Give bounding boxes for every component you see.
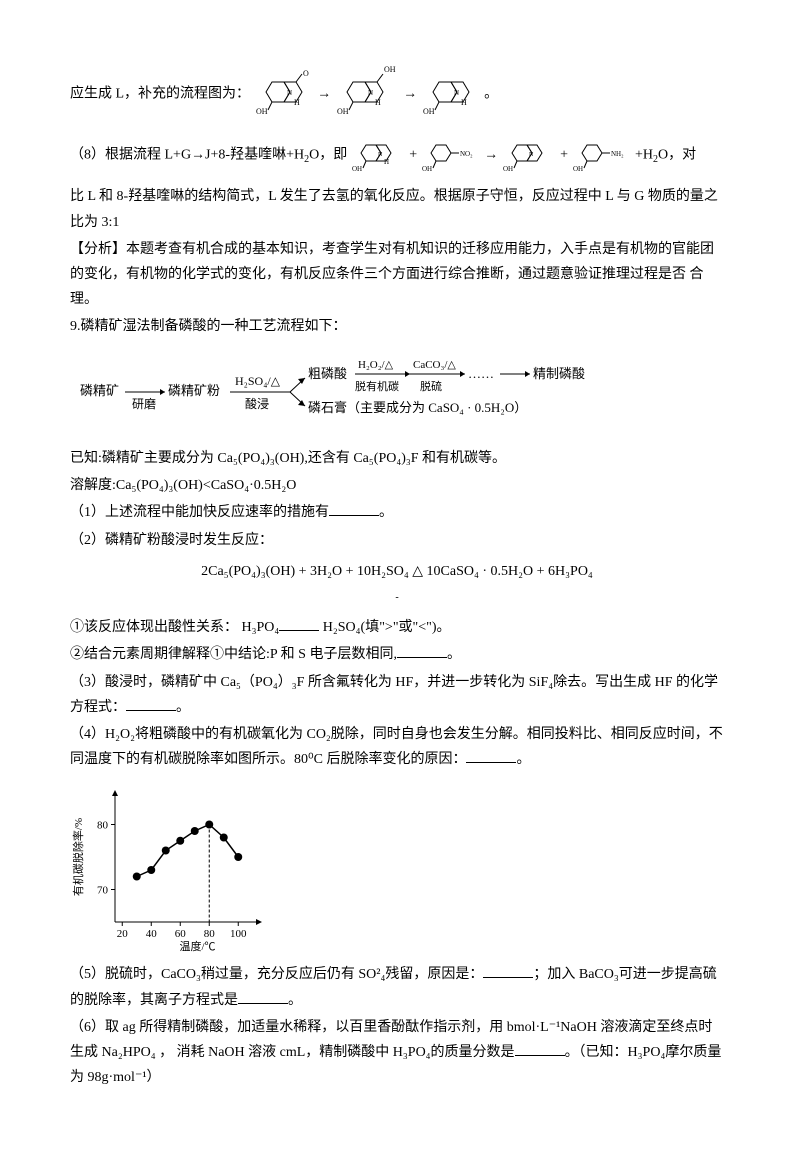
p1-text: 应生成 L，补充的流程图为： — [70, 86, 250, 101]
svg-text:H₂SO₄/△: H₂SO₄/△ — [235, 374, 281, 388]
paragraph-14: （5）脱硫时，CaCO₃稍过量，充分反应后仍有 SO²₄残留，原因是：；加入 B… — [70, 962, 724, 1012]
paragraph-1: 应生成 L，补充的流程图为： O OH H N → OH OH H N — [70, 62, 724, 126]
svg-text:80: 80 — [204, 928, 216, 940]
svg-text:研磨: 研磨 — [132, 397, 156, 411]
svg-text:温度/℃: 温度/℃ — [179, 939, 215, 952]
svg-text:H: H — [294, 98, 300, 107]
blank-3 — [397, 643, 447, 658]
plus-1: + — [409, 148, 420, 163]
svg-text:100: 100 — [230, 928, 247, 940]
paragraph-10: ①该反应体现出酸性关系： H₃PO₄ H₂SO₄(填">"或"<")。 — [70, 615, 724, 640]
svg-text:OH: OH — [256, 107, 268, 116]
svg-text:70: 70 — [97, 885, 109, 897]
p1-end: 。 — [484, 86, 498, 101]
p2-end: O，对 — [658, 148, 696, 163]
paragraph-6: 已知:磷精矿主要成分为 Ca₅(PO₄)₃(OH),还含有 Ca₅(PO₄)₃F… — [70, 446, 724, 471]
svg-text:H₂O₂/△: H₂O₂/△ — [358, 359, 394, 371]
svg-text:20: 20 — [117, 928, 129, 940]
svg-text:磷石膏（主要成分为 CaSO₄ · 0.5H₂O）: 磷石膏（主要成分为 CaSO₄ · 0.5H₂O） — [308, 400, 527, 415]
svg-text:……: …… — [468, 366, 494, 381]
p11-end: 。 — [447, 647, 461, 662]
molecule-4: OH H N — [351, 128, 406, 182]
svg-text:H: H — [375, 98, 381, 107]
svg-text:N: N — [368, 89, 373, 97]
blank-6 — [483, 963, 533, 978]
molecule-2: OH OH H N — [335, 62, 400, 126]
eq1-text: 2Ca₅(PO₄)₃(OH) + 3H₂O + 10H₂SO₄ △ 10CaSO… — [201, 564, 593, 579]
p2-mid1: O，即 — [309, 148, 351, 163]
carbon-removal-chart: 204060801007080温度/℃有机碳脱除率/% — [70, 782, 270, 952]
paragraph-4: 【分析】本题考查有机合成的基本知识，考查学生对有机知识的迁移应用能力，入手点是有… — [70, 237, 724, 313]
paragraph-7: 溶解度:Ca₅(PO₄)₃(OH)<CaSO₄·0.5H₂O — [70, 473, 724, 498]
svg-text:OH: OH — [423, 107, 435, 116]
p12-end: 。 — [176, 700, 190, 715]
svg-text:N: N — [287, 89, 292, 97]
svg-text:OH: OH — [422, 165, 432, 171]
svg-text:H: H — [461, 98, 467, 107]
blank-2 — [279, 616, 319, 631]
arrow-1: → — [317, 86, 331, 101]
svg-text:NH₂: NH₂ — [611, 150, 624, 158]
svg-text:有机碳脱除率/%: 有机碳脱除率/% — [71, 818, 85, 896]
p2-prefix: （8）根据流程 L+G→J+8-羟基喹啉+H — [70, 148, 304, 163]
p8-text: （1）上述流程中能加快反应速率的措施有 — [70, 505, 329, 520]
svg-text:CaCO₃/△: CaCO₃/△ — [413, 359, 456, 371]
flow-node-1: 磷精矿 — [80, 383, 119, 398]
blank-8 — [515, 1041, 565, 1056]
svg-text:OH: OH — [384, 65, 396, 74]
svg-text:精制磷酸: 精制磷酸 — [533, 366, 585, 381]
molecule-6: OH N — [502, 128, 557, 182]
blank-7 — [238, 989, 288, 1004]
paragraph-8: （1）上述流程中能加快反应速率的措施有 。 — [70, 500, 724, 525]
svg-text:N: N — [378, 152, 383, 158]
paragraph-5: 9.磷精矿湿法制备磷酸的一种工艺流程如下： — [70, 314, 724, 339]
p14-text: （5）脱硫时，CaCO₃稍过量，充分反应后仍有 SO²₄残留，原因是： — [70, 967, 483, 982]
paragraph-12: （3）酸浸时，磷精矿中 Ca₅（PO₄）₃F 所含氟转化为 HF，并进一步转化为… — [70, 670, 724, 720]
p10a: ①该反应体现出酸性关系： H₃PO₄ — [70, 620, 279, 635]
molecule-1: O OH H N — [254, 62, 314, 126]
p8-end: 。 — [379, 505, 393, 520]
eq1-sub: - — [395, 592, 398, 603]
p2-suffix: +H — [635, 148, 653, 163]
svg-text:磷精矿粉: 磷精矿粉 — [168, 383, 220, 398]
arrow-3: → — [484, 148, 502, 163]
blank-4 — [126, 696, 176, 711]
p10b: H₂SO₄(填">"或"<")。 — [319, 620, 450, 635]
svg-text:脱有机碳: 脱有机碳 — [355, 379, 399, 393]
svg-text:N: N — [454, 89, 459, 97]
paragraph-2: （8）根据流程 L+G→J+8-羟基喹啉+H2O，即 OH H N + NO₂ … — [70, 128, 724, 182]
svg-text:脱硫: 脱硫 — [420, 379, 442, 393]
paragraph-11: ②结合元素周期律解释①中结论:P 和 S 电子层数相同, 。 — [70, 642, 724, 667]
svg-text:酸浸: 酸浸 — [245, 396, 269, 411]
paragraph-13: （4）H₂O₂将粗磷酸中的有机碳氧化为 CO₂脱除，同时自身也会发生分解。相同投… — [70, 722, 724, 772]
p13-end: 。 — [516, 752, 530, 767]
molecule-3: OH H N — [421, 62, 481, 126]
paragraph-9: （2）磷精矿粉酸浸时发生反应： — [70, 528, 724, 553]
svg-text:OH: OH — [337, 107, 349, 116]
molecule-7: NH₂ OH — [572, 131, 632, 180]
process-flow-diagram: 磷精矿 研磨 磷精矿粉 H₂SO₄/△ 酸浸 粗磷酸 H₂O₂/△ 脱有机碳 C… — [70, 350, 724, 437]
molecule-5: NO₂ OH — [421, 131, 481, 180]
svg-text:OH: OH — [352, 165, 362, 173]
plus-2: + — [560, 148, 571, 163]
svg-text:80: 80 — [97, 820, 109, 832]
p13-text: （4）H₂O₂将粗磷酸中的有机碳氧化为 CO₂脱除，同时自身也会发生分解。相同投… — [70, 727, 723, 767]
svg-text:OH: OH — [503, 165, 513, 173]
blank-5 — [466, 748, 516, 763]
svg-text:粗磷酸: 粗磷酸 — [308, 366, 347, 381]
svg-text:40: 40 — [146, 928, 158, 940]
blank-1 — [329, 501, 379, 516]
p11-text: ②结合元素周期律解释①中结论:P 和 S 电子层数相同, — [70, 647, 397, 662]
paragraph-15: （6）取 ag 所得精制磷酸，加适量水稀释，以百里香酚酞作指示剂，用 bmol·… — [70, 1015, 724, 1091]
p14-end: 。 — [288, 993, 302, 1008]
svg-text:O: O — [303, 69, 309, 78]
paragraph-3: 比 L 和 8-羟基喹啉的结构简式，L 发生了去氢的氧化反应。根据原子守恒，反应… — [70, 184, 724, 234]
arrow-2: → — [403, 86, 417, 101]
svg-text:OH: OH — [573, 165, 583, 171]
svg-text:N: N — [529, 152, 534, 158]
svg-text:H: H — [384, 158, 389, 166]
svg-text:60: 60 — [175, 928, 187, 940]
svg-text:NO₂: NO₂ — [460, 150, 473, 158]
equation-1: 2Ca₅(PO₄)₃(OH) + 3H₂O + 10H₂SO₄ △ 10CaSO… — [70, 559, 724, 609]
